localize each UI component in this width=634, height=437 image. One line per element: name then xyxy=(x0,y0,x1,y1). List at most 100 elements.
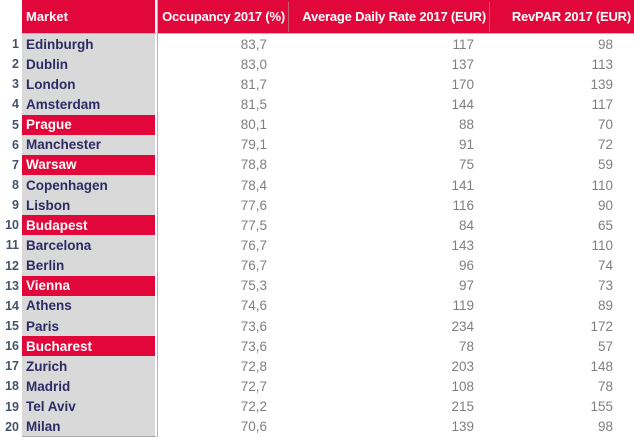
table-row: 17 Zurich 72,8 203 148 xyxy=(0,356,634,377)
revpar-cell: 90 xyxy=(597,197,613,213)
adr-cell: 234 xyxy=(451,318,474,334)
rank-cell: 6 xyxy=(0,134,22,155)
revpar-cell: 110 xyxy=(591,237,613,253)
revpar-cell: 89 xyxy=(597,298,613,314)
table-row: 9 Lisbon 77,6 116 90 xyxy=(0,195,634,216)
adr-cell: 96 xyxy=(458,258,474,274)
adr-cell: 84 xyxy=(458,217,474,233)
revpar-cell: 148 xyxy=(590,358,613,374)
occupancy-cell: 78,4 xyxy=(240,177,267,193)
adr-cell: 203 xyxy=(451,358,474,374)
revpar-cell: 139 xyxy=(590,76,613,92)
occupancy-cell: 78,8 xyxy=(240,157,267,173)
revpar-cell: 98 xyxy=(597,36,613,52)
rank-cell: 14 xyxy=(0,295,22,316)
adr-cell: 215 xyxy=(451,399,474,415)
header-rank-spacer xyxy=(0,0,22,34)
table-row: 19 Tel Aviv 72,2 215 155 xyxy=(0,396,634,417)
market-cell: Tel Aviv xyxy=(22,396,157,417)
rank-cell: 9 xyxy=(0,195,22,216)
table-row: 14 Athens 74,6 119 89 xyxy=(0,295,634,316)
adr-cell: 97 xyxy=(458,278,474,294)
occupancy-cell: 81,7 xyxy=(240,76,267,92)
table-row: 6 Manchester 79,1 91 72 xyxy=(0,134,634,155)
revpar-cell: 57 xyxy=(597,338,613,354)
market-cell: Zurich xyxy=(22,356,157,377)
occupancy-cell: 81,5 xyxy=(240,96,267,112)
adr-cell: 78 xyxy=(458,338,474,354)
table-row: 3 London 81,7 170 139 xyxy=(0,74,634,95)
table-row: 8 Copenhagen 78,4 141 110 xyxy=(0,174,634,196)
table-row: 15 Paris 73,6 234 172 xyxy=(0,315,634,337)
occupancy-cell: 75,3 xyxy=(240,278,267,294)
market-cell: Barcelona xyxy=(22,235,157,256)
market-cell: Amsterdam xyxy=(22,94,157,115)
market-cell: Copenhagen xyxy=(22,174,157,196)
revpar-cell: 72 xyxy=(597,137,613,153)
rank-cell: 19 xyxy=(0,396,22,417)
occupancy-cell: 77,6 xyxy=(240,197,267,213)
market-cell: Prague xyxy=(22,114,157,135)
revpar-cell: 110 xyxy=(591,177,613,193)
occupancy-cell: 70,6 xyxy=(240,419,267,435)
table-row: 10 Budapest 77,5 84 65 xyxy=(0,215,634,236)
revpar-cell: 172 xyxy=(590,318,613,334)
table-row: 13 Vienna 75,3 97 73 xyxy=(0,275,634,296)
occupancy-cell: 73,6 xyxy=(240,338,267,354)
table-row: 2 Dublin 83,0 137 113 xyxy=(0,54,634,75)
adr-cell: 75 xyxy=(458,157,474,173)
market-cell: Berlin xyxy=(22,255,157,276)
market-cell: Lisbon xyxy=(22,195,157,216)
revpar-header-separator-line xyxy=(489,2,490,32)
market-cell: Madrid xyxy=(22,376,157,397)
adr-cell: 139 xyxy=(451,419,474,435)
market-cell: Vienna xyxy=(22,275,157,296)
column-header-adr: Average Daily Rate 2017 (EUR) xyxy=(288,0,489,34)
revpar-cell: 98 xyxy=(597,419,613,435)
adr-cell: 144 xyxy=(451,96,474,112)
table-row: 4 Amsterdam 81,5 144 117 xyxy=(0,94,634,115)
occupancy-cell: 72,8 xyxy=(240,358,267,374)
rank-cell: 12 xyxy=(0,255,22,276)
adr-header-separator-line xyxy=(288,2,289,32)
occupancy-cell: 83,7 xyxy=(240,36,267,52)
rank-cell: 18 xyxy=(0,376,22,397)
revpar-cell: 74 xyxy=(597,258,613,274)
adr-cell: 119 xyxy=(452,298,474,314)
market-cell: Milan xyxy=(22,416,157,437)
market-cell: London xyxy=(22,74,157,95)
market-cell: Budapest xyxy=(22,215,157,236)
market-cell: Edinburgh xyxy=(22,34,157,55)
rank-cell: 5 xyxy=(0,114,22,135)
adr-cell: 170 xyxy=(451,76,474,92)
market-cell: Dublin xyxy=(22,54,157,75)
market-cell: Warsaw xyxy=(22,154,157,175)
market-column-separator-line xyxy=(157,0,158,437)
adr-cell: 116 xyxy=(452,197,474,213)
revpar-cell: 155 xyxy=(590,399,613,415)
rank-cell: 13 xyxy=(0,275,22,296)
rank-cell: 7 xyxy=(0,154,22,175)
market-cell: Manchester xyxy=(22,134,157,155)
occupancy-cell: 80,1 xyxy=(240,117,267,133)
adr-cell: 137 xyxy=(451,56,474,72)
revpar-cell: 65 xyxy=(597,217,613,233)
revpar-cell: 113 xyxy=(591,56,613,72)
table-row: 16 Bucharest 73,6 78 57 xyxy=(0,336,634,357)
adr-cell: 88 xyxy=(458,117,474,133)
occupancy-cell: 72,2 xyxy=(240,399,267,415)
table-row: 18 Madrid 72,7 108 78 xyxy=(0,376,634,397)
table-body: 1 Edinburgh 83,7 117 98 2 Dublin 83,0 13… xyxy=(0,34,634,437)
table-row: 12 Berlin 76,7 96 74 xyxy=(0,255,634,276)
column-header-market: Market xyxy=(22,0,157,34)
rank-cell: 17 xyxy=(0,356,22,377)
market-cell: Bucharest xyxy=(22,336,157,357)
occupancy-cell: 77,5 xyxy=(240,217,267,233)
rank-cell: 10 xyxy=(0,215,22,236)
adr-cell: 117 xyxy=(452,36,474,52)
adr-cell: 143 xyxy=(451,237,474,253)
occupancy-cell: 79,1 xyxy=(240,137,267,153)
occupancy-cell: 76,7 xyxy=(240,237,267,253)
rank-cell: 15 xyxy=(0,315,22,337)
occupancy-cell: 73,6 xyxy=(240,318,267,334)
